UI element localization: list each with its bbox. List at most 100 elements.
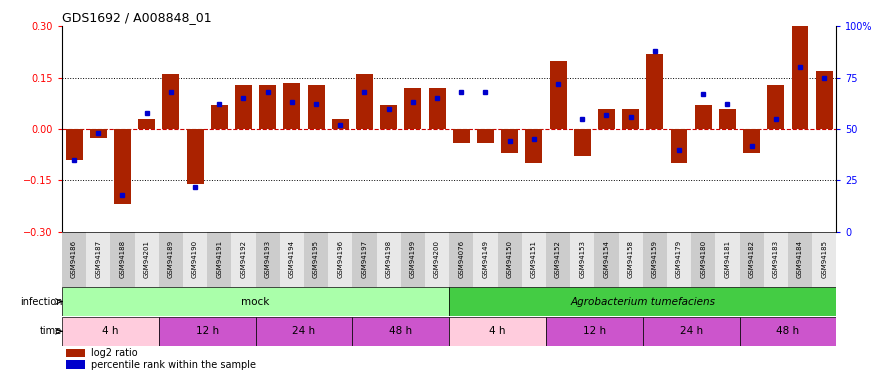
Text: GSM94199: GSM94199 [410, 240, 416, 278]
Text: GSM94196: GSM94196 [337, 240, 343, 278]
Bar [791, 26, 809, 129]
Bar [352, 232, 376, 287]
Bar [62, 287, 449, 316]
Text: GSM94193: GSM94193 [265, 240, 271, 278]
Bar [62, 317, 158, 345]
Bar [715, 232, 740, 287]
Bar [691, 232, 715, 287]
Bar [643, 232, 667, 287]
Bar [308, 84, 325, 129]
Bar [62, 232, 86, 287]
Bar [743, 129, 760, 153]
Text: GSM94183: GSM94183 [773, 240, 779, 278]
Bar [235, 84, 252, 129]
Bar [550, 60, 566, 129]
Text: GSM94181: GSM94181 [725, 240, 730, 278]
Bar [280, 232, 304, 287]
Bar [497, 232, 522, 287]
Text: GSM94154: GSM94154 [604, 240, 610, 278]
Bar [526, 129, 543, 164]
Text: GSM94076: GSM94076 [458, 240, 465, 278]
Bar [162, 74, 180, 129]
Bar [332, 119, 349, 129]
Text: GSM94152: GSM94152 [555, 240, 561, 278]
Bar [207, 232, 231, 287]
Text: log2 ratio: log2 ratio [91, 348, 138, 358]
Text: GSM94182: GSM94182 [749, 240, 755, 278]
Text: 48 h: 48 h [776, 326, 799, 336]
Bar [619, 232, 643, 287]
Text: GSM94180: GSM94180 [700, 240, 706, 278]
Bar [816, 71, 833, 129]
Bar [381, 105, 397, 129]
Bar [473, 232, 497, 287]
Bar [158, 317, 256, 345]
Bar [595, 232, 619, 287]
Bar [352, 317, 449, 345]
Text: GSM94198: GSM94198 [386, 240, 392, 278]
Text: GSM94153: GSM94153 [580, 240, 585, 278]
Bar [376, 232, 401, 287]
Text: 24 h: 24 h [680, 326, 703, 336]
Text: GSM94158: GSM94158 [627, 240, 634, 278]
Bar [114, 129, 131, 204]
Bar [404, 88, 421, 129]
Bar [138, 119, 155, 129]
Bar [719, 108, 736, 129]
Bar [86, 232, 111, 287]
Text: 12 h: 12 h [196, 326, 219, 336]
Bar [283, 83, 300, 129]
Bar [158, 232, 183, 287]
Bar [740, 317, 836, 345]
Text: infection: infection [19, 297, 62, 307]
Text: 24 h: 24 h [292, 326, 316, 336]
Bar [65, 129, 82, 160]
Text: GSM94189: GSM94189 [168, 240, 173, 278]
Text: GSM94185: GSM94185 [821, 240, 827, 278]
Bar [259, 84, 276, 129]
Text: percentile rank within the sample: percentile rank within the sample [91, 360, 257, 370]
Bar [65, 349, 85, 357]
Text: 4 h: 4 h [102, 326, 119, 336]
Text: Agrobacterium tumefaciens: Agrobacterium tumefaciens [570, 297, 715, 307]
Bar [183, 232, 207, 287]
Bar [671, 129, 688, 164]
Bar [598, 108, 615, 129]
Bar [449, 317, 546, 345]
Text: 48 h: 48 h [389, 326, 412, 336]
Bar [256, 317, 352, 345]
Text: GSM94201: GSM94201 [143, 240, 150, 278]
Bar [695, 105, 712, 129]
Bar [546, 317, 643, 345]
Text: GSM94190: GSM94190 [192, 240, 198, 278]
Bar [449, 232, 473, 287]
Bar [573, 129, 590, 156]
Text: GSM94197: GSM94197 [361, 240, 367, 278]
Text: GSM94195: GSM94195 [313, 240, 319, 278]
Bar [135, 232, 158, 287]
Text: GSM94191: GSM94191 [216, 240, 222, 278]
Text: mock: mock [242, 297, 270, 307]
Bar [643, 317, 740, 345]
Bar [356, 74, 373, 129]
Bar [522, 232, 546, 287]
Bar [328, 232, 352, 287]
Text: GSM94150: GSM94150 [506, 240, 512, 278]
Text: 4 h: 4 h [489, 326, 506, 336]
Bar [812, 232, 836, 287]
Bar [111, 232, 135, 287]
Bar [764, 232, 788, 287]
Text: GSM94159: GSM94159 [652, 240, 658, 278]
Text: GSM94187: GSM94187 [96, 240, 101, 278]
Text: GDS1692 / A008848_01: GDS1692 / A008848_01 [62, 11, 212, 24]
Bar [449, 287, 836, 316]
Bar [89, 129, 107, 138]
Bar [477, 129, 494, 143]
Text: GSM94151: GSM94151 [531, 240, 537, 278]
Text: time: time [40, 326, 62, 336]
Text: GSM94186: GSM94186 [71, 240, 77, 278]
Bar [401, 232, 425, 287]
Text: GSM94188: GSM94188 [119, 240, 126, 278]
Bar [570, 232, 595, 287]
Text: GSM94192: GSM94192 [241, 240, 246, 278]
